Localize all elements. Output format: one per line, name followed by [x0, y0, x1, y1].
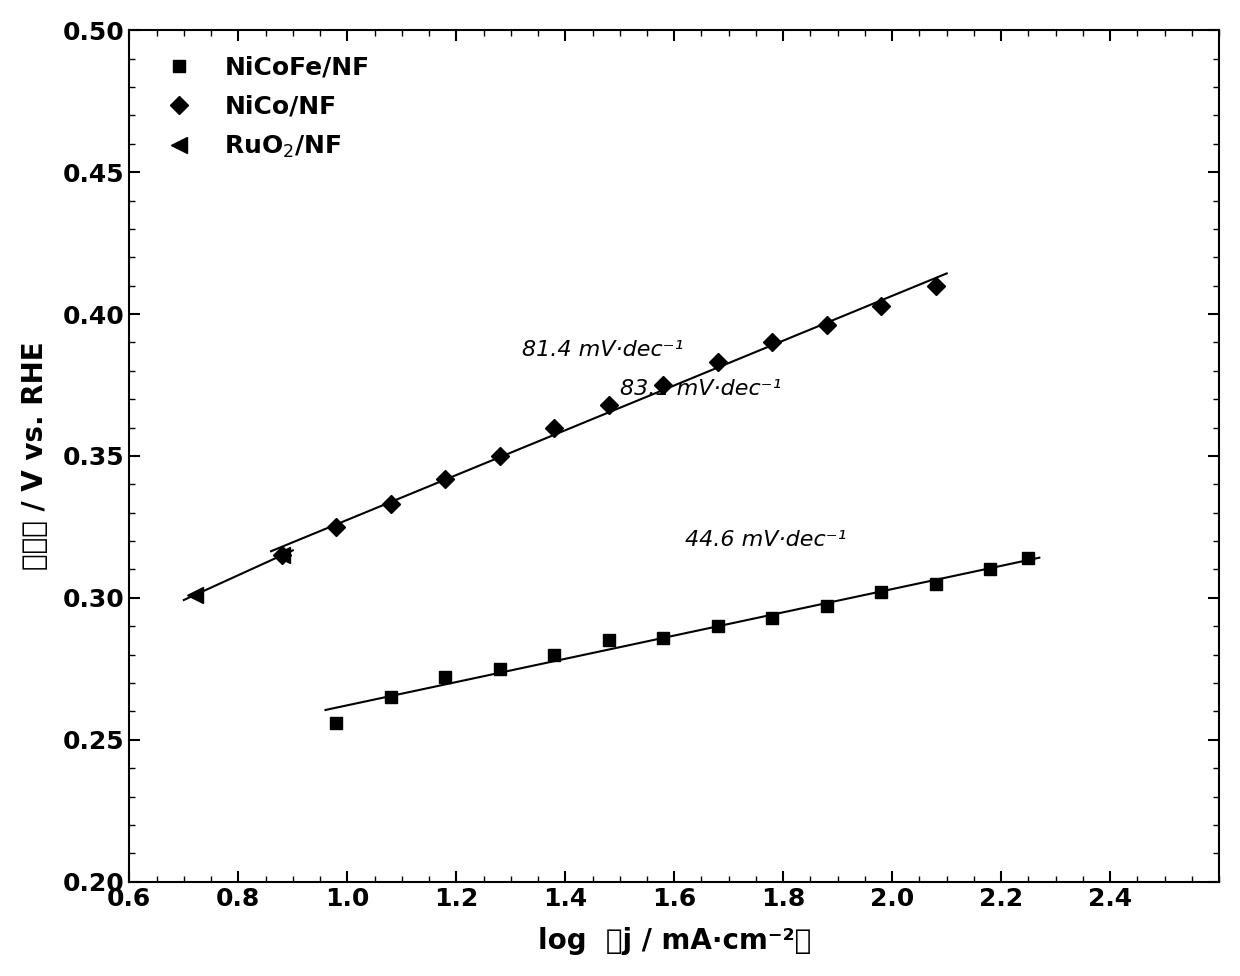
- Y-axis label: 过电势 / V vs. RHE: 过电势 / V vs. RHE: [21, 342, 48, 570]
- Legend: NiCoFe/NF, NiCo/NF, RuO$_2$/NF: NiCoFe/NF, NiCo/NF, RuO$_2$/NF: [141, 43, 382, 172]
- Text: 83.1 mV·dec⁻¹: 83.1 mV·dec⁻¹: [620, 380, 781, 399]
- Text: 44.6 mV·dec⁻¹: 44.6 mV·dec⁻¹: [686, 530, 847, 549]
- X-axis label: log  （j / mA·cm⁻²）: log （j / mA·cm⁻²）: [538, 927, 811, 956]
- Text: 81.4 mV·dec⁻¹: 81.4 mV·dec⁻¹: [522, 340, 683, 359]
